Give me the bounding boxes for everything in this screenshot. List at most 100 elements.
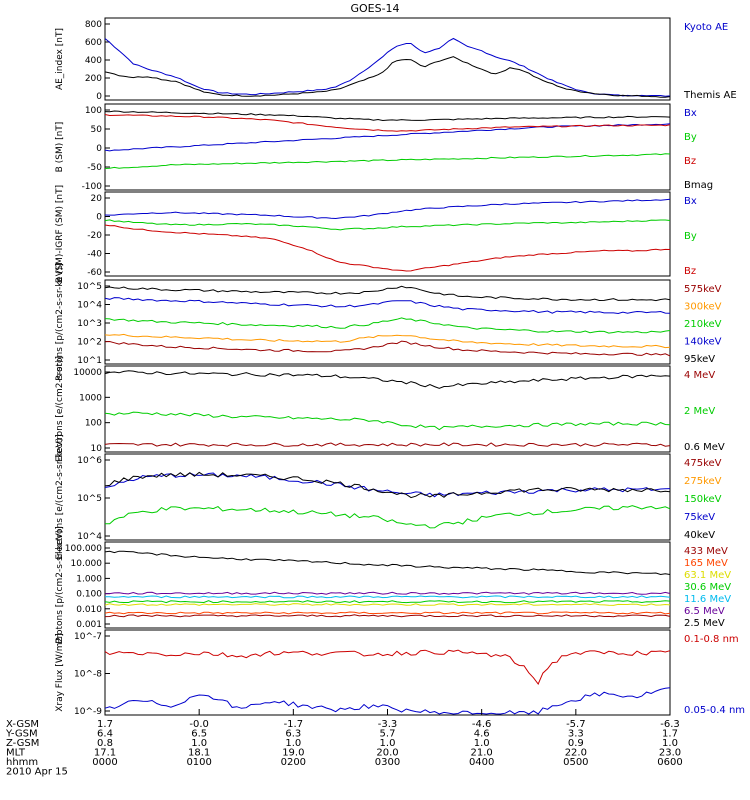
panel-5-ytick: 10000 — [73, 368, 102, 378]
panel-6-series-75kev — [104, 472, 671, 498]
panel-3-ytick: -20 — [87, 231, 102, 241]
footer-row-value: -6.3 — [660, 719, 680, 730]
panel-7-ytick: 0.100 — [76, 590, 102, 600]
footer-row-value: 0600 — [657, 757, 682, 768]
panel-7-series-63-1-mev — [104, 603, 671, 607]
footer-row-value: 23.0 — [659, 748, 681, 759]
panel-7-frame — [104, 541, 671, 629]
footer-row-value: -4.6 — [472, 719, 492, 730]
footer-row-value: 22.0 — [565, 748, 587, 759]
panel-7-legend-item: 63.1 MeV — [684, 570, 731, 581]
panel-7-series-6-5-mev — [104, 591, 671, 595]
panel-5-legend-item: 0.6 MeV — [684, 442, 725, 453]
footer-row-value: 1.7 — [662, 729, 678, 740]
panel-6-legend-item: 40keV — [684, 530, 715, 541]
panel-8-legend-item: 0.05-0.4 nm — [684, 705, 745, 716]
panel-1-ytick: 600 — [85, 38, 102, 48]
panel-4-series-575kev — [104, 340, 671, 357]
panel-3-ylabel: B (SM)-IGRF (SM) [nT] — [55, 185, 65, 283]
panel-2-ytick: -100 — [82, 182, 103, 192]
panel-3-frame — [104, 191, 671, 277]
panel-3-legend-item: Bz — [684, 266, 696, 277]
panel-2-series-bmag — [104, 110, 671, 122]
panel-2-series-bx — [104, 123, 671, 152]
panel-3-series-bx — [104, 198, 671, 220]
panel-3-legend-item: By — [684, 231, 697, 242]
footer-row-value: 3.3 — [568, 729, 584, 740]
panel-3-series-by — [104, 219, 671, 231]
footer-row-value: 0400 — [469, 757, 494, 768]
panel-4-series-210kev — [104, 317, 671, 334]
panel-2-ytick: -50 — [87, 163, 102, 173]
footer-row-value: 1.0 — [662, 738, 678, 749]
panel-2-series-bz — [104, 114, 671, 132]
footer-row-value: 0.8 — [97, 738, 113, 749]
footer-row-value: -5.7 — [566, 719, 586, 730]
panel-3-ytick: 20 — [91, 194, 103, 204]
footer-row-value: 1.0 — [474, 738, 490, 749]
footer-row-value: 1.0 — [380, 738, 396, 749]
panel-6-legend-item: 75keV — [684, 512, 715, 523]
panel-4-ytick: 10^1 — [77, 356, 102, 366]
panel-4-legend-item: 575keV — [684, 284, 722, 295]
panel-7-ytick: 0.001 — [76, 620, 102, 630]
footer-row-value: 4.6 — [474, 729, 490, 740]
footer-row-value: 0000 — [92, 757, 117, 768]
footer-row-value: 0500 — [563, 757, 588, 768]
panel-8-ytick: 10^-8 — [74, 670, 102, 680]
footer-row-value: 5.7 — [380, 729, 396, 740]
panel-7-ytick: 0.010 — [76, 605, 102, 615]
panel-8-series-0-1-0-8-nm — [104, 649, 671, 685]
panel-6-ytick: 10^5 — [77, 494, 102, 504]
panel-3-legend-item: Bx — [684, 196, 697, 207]
panel-6-series-40kev — [104, 471, 671, 499]
panel-2-ylabel: B (SM) [nT] — [55, 122, 65, 173]
panel-5-ytick: 100 — [85, 419, 102, 429]
panel-1-series-kyoto-ae — [104, 37, 671, 97]
footer-row-label: MLT — [6, 748, 26, 759]
footer-date: 2010 Apr 15 — [6, 767, 68, 778]
panel-3-ytick: -60 — [87, 268, 102, 278]
panel-7-series-165-mev — [104, 611, 671, 615]
panel-6-ytick: 10^4 — [77, 532, 102, 542]
footer-row-value: 19.0 — [282, 748, 304, 759]
panel-2-series-by — [104, 153, 671, 169]
panel-5-legend-item: 4 MeV — [684, 370, 715, 381]
panel-4-legend-item: 95keV — [684, 354, 715, 365]
panel-7-series-2-5-mev — [104, 550, 671, 576]
panel-5-ylabel: Electrons [e/(cm2-s-sr)] — [55, 356, 65, 462]
footer-row-value: 18.1 — [188, 748, 210, 759]
footer-row-value: -3.3 — [378, 719, 398, 730]
panel-5-ytick: 1000 — [79, 393, 102, 403]
panel-1-frame — [104, 17, 671, 101]
panel-4-frame — [104, 279, 671, 365]
panel-7-series-11-6-mev — [105, 595, 671, 599]
footer-row-value: 1.0 — [285, 738, 301, 749]
panel-8-ytick: 10^-9 — [74, 707, 102, 717]
footer-row-value: 0200 — [281, 757, 306, 768]
panel-7-series-433-mev — [104, 614, 671, 618]
chart-title: GOES-14 — [350, 2, 399, 15]
footer-row-value: 0.9 — [568, 738, 584, 749]
panel-7-legend-item: 165 MeV — [684, 558, 728, 569]
panel-4-ytick: 10^5 — [77, 282, 102, 292]
panel-5-frame — [104, 365, 671, 453]
panel-2-legend-item: Bx — [684, 108, 697, 119]
panel-7-ytick: 1.000 — [76, 574, 102, 584]
panel-2-legend-item: Bmag — [684, 180, 713, 191]
panel-6-ylabel: Electrons [e/(cm2-s-sr-keV)] — [55, 434, 65, 559]
footer-row-value: 0300 — [375, 757, 400, 768]
panel-7-legend-item: 2.5 MeV — [684, 618, 725, 629]
panel-3-ytick: 0 — [96, 213, 102, 223]
panel-8-series-0-05-0-4-nm — [104, 687, 671, 715]
panel-8-legend-item: 0.1-0.8 nm — [684, 634, 739, 645]
footer-row-value: 17.1 — [94, 748, 116, 759]
panel-4-ylabel: Protons [p/(cm2-s-sr-keV)] — [55, 263, 65, 381]
panel-8-ytick: 10^-7 — [74, 632, 102, 642]
footer-row-value: -0.0 — [189, 719, 209, 730]
footer-row-value: 1.7 — [97, 719, 113, 730]
panel-4-legend-item: 210keV — [684, 319, 722, 330]
panel-5-legend-item: 2 MeV — [684, 406, 715, 417]
footer-row-value: 6.4 — [97, 729, 113, 740]
